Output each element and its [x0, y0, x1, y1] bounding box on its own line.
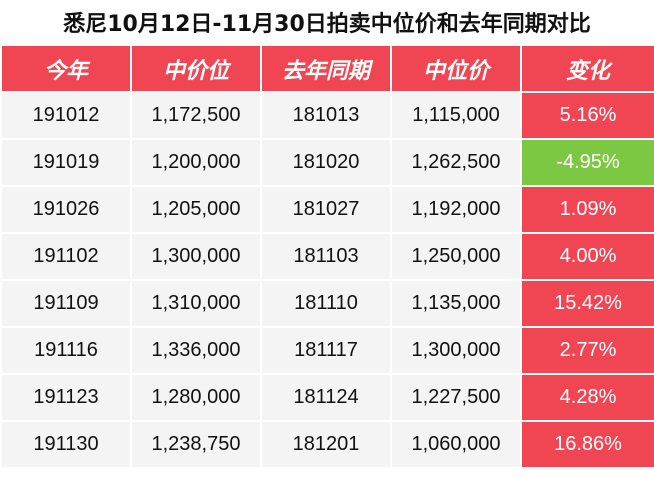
cell-last-median: 1,250,000: [392, 234, 520, 279]
cell-this-year: 191102: [2, 234, 130, 279]
cell-median: 1,205,000: [132, 187, 260, 232]
cell-median: 1,238,750: [132, 422, 260, 467]
table-row: 191130 1,238,750 181201 1,060,000 16.86%: [2, 422, 654, 467]
cell-last-year: 181103: [262, 234, 390, 279]
table-row: 191123 1,280,000 181124 1,227,500 4.28%: [2, 375, 654, 420]
table-row: 191109 1,310,000 181110 1,135,000 15.42%: [2, 281, 654, 326]
cell-change: -4.95%: [522, 140, 654, 185]
cell-this-year: 191012: [2, 93, 130, 138]
cell-change: 1.09%: [522, 187, 654, 232]
cell-this-year: 191019: [2, 140, 130, 185]
table-row: 191012 1,172,500 181013 1,115,000 5.16%: [2, 93, 654, 138]
cell-last-year: 181013: [262, 93, 390, 138]
cell-this-year: 191123: [2, 375, 130, 420]
cell-last-median: 1,060,000: [392, 422, 520, 467]
cell-change: 16.86%: [522, 422, 654, 467]
header-last-year: 去年同期: [262, 46, 390, 91]
cell-change: 4.28%: [522, 375, 654, 420]
header-median: 中价位: [132, 46, 260, 91]
cell-last-year: 181124: [262, 375, 390, 420]
table-row: 191019 1,200,000 181020 1,262,500 -4.95%: [2, 140, 654, 185]
cell-this-year: 191130: [2, 422, 130, 467]
cell-median: 1,300,000: [132, 234, 260, 279]
header-row: 今年 中价位 去年同期 中位价 变化: [2, 46, 654, 91]
cell-this-year: 191116: [2, 328, 130, 373]
cell-this-year: 191026: [2, 187, 130, 232]
table-row: 191026 1,205,000 181027 1,192,000 1.09%: [2, 187, 654, 232]
cell-this-year: 191109: [2, 281, 130, 326]
cell-last-year: 181027: [262, 187, 390, 232]
page-title: 悉尼10月12日-11月30日拍卖中位价和去年同期对比: [63, 12, 591, 37]
cell-last-median: 1,227,500: [392, 375, 520, 420]
cell-median: 1,200,000: [132, 140, 260, 185]
cell-last-median: 1,135,000: [392, 281, 520, 326]
cell-median: 1,172,500: [132, 93, 260, 138]
header-change: 变化: [522, 46, 654, 91]
table-row: 191116 1,336,000 181117 1,300,000 2.77%: [2, 328, 654, 373]
cell-last-year: 181020: [262, 140, 390, 185]
cell-change: 5.16%: [522, 93, 654, 138]
cell-last-year: 181201: [262, 422, 390, 467]
cell-last-year: 181110: [262, 281, 390, 326]
cell-last-median: 1,115,000: [392, 93, 520, 138]
header-this-year: 今年: [2, 46, 130, 91]
cell-last-year: 181117: [262, 328, 390, 373]
table-row: 191102 1,300,000 181103 1,250,000 4.00%: [2, 234, 654, 279]
cell-change: 4.00%: [522, 234, 654, 279]
auction-median-table: 今年 中价位 去年同期 中位价 变化 191012 1,172,500 1810…: [0, 44, 654, 469]
cell-last-median: 1,300,000: [392, 328, 520, 373]
cell-median: 1,336,000: [132, 328, 260, 373]
cell-median: 1,310,000: [132, 281, 260, 326]
header-last-median: 中位价: [392, 46, 520, 91]
cell-median: 1,280,000: [132, 375, 260, 420]
cell-change: 15.42%: [522, 281, 654, 326]
cell-last-median: 1,262,500: [392, 140, 520, 185]
cell-change: 2.77%: [522, 328, 654, 373]
cell-last-median: 1,192,000: [392, 187, 520, 232]
